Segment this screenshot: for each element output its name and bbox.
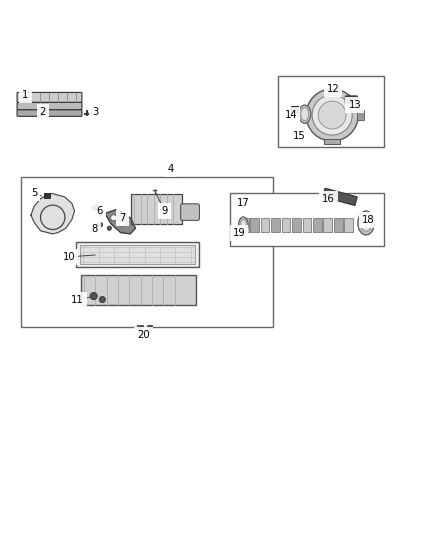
- Text: 8: 8: [92, 224, 98, 233]
- Polygon shape: [31, 193, 74, 234]
- Text: 15: 15: [293, 131, 306, 141]
- Text: 6: 6: [96, 206, 102, 216]
- FancyBboxPatch shape: [17, 92, 82, 102]
- Text: 5: 5: [31, 188, 37, 198]
- Bar: [21, 177, 273, 327]
- Bar: [230, 193, 385, 246]
- Circle shape: [119, 221, 124, 227]
- FancyBboxPatch shape: [17, 102, 82, 110]
- Bar: [357, 110, 364, 120]
- Ellipse shape: [239, 217, 248, 232]
- Text: 7: 7: [119, 213, 126, 223]
- Circle shape: [318, 101, 346, 129]
- Bar: [282, 218, 290, 232]
- Bar: [76, 242, 199, 268]
- Bar: [344, 218, 353, 232]
- Circle shape: [107, 226, 112, 230]
- Circle shape: [99, 296, 106, 303]
- Circle shape: [306, 89, 358, 141]
- Text: 13: 13: [349, 100, 361, 110]
- Bar: [240, 218, 249, 232]
- Ellipse shape: [361, 215, 371, 231]
- Bar: [44, 192, 50, 198]
- Text: 1: 1: [22, 90, 28, 100]
- Text: 12: 12: [327, 84, 339, 94]
- Bar: [81, 275, 196, 305]
- Bar: [313, 218, 322, 232]
- Text: 4: 4: [168, 164, 174, 174]
- Bar: [323, 218, 332, 232]
- Text: 3: 3: [92, 107, 98, 117]
- Bar: [278, 76, 385, 147]
- Bar: [271, 218, 280, 232]
- Bar: [261, 218, 269, 232]
- Text: 11: 11: [71, 295, 84, 305]
- FancyBboxPatch shape: [345, 96, 357, 103]
- FancyBboxPatch shape: [17, 110, 82, 116]
- FancyBboxPatch shape: [181, 204, 199, 220]
- Bar: [324, 139, 340, 144]
- Circle shape: [93, 205, 99, 211]
- Ellipse shape: [299, 105, 311, 123]
- Text: 2: 2: [39, 107, 46, 117]
- Ellipse shape: [240, 220, 247, 230]
- Text: 18: 18: [361, 215, 374, 225]
- Text: 16: 16: [322, 194, 335, 204]
- Polygon shape: [105, 210, 135, 234]
- Bar: [131, 194, 183, 224]
- Text: 9: 9: [162, 206, 168, 216]
- Ellipse shape: [358, 211, 374, 235]
- Bar: [292, 218, 301, 232]
- Circle shape: [148, 329, 152, 333]
- Polygon shape: [323, 188, 357, 205]
- Bar: [251, 218, 259, 232]
- Circle shape: [90, 293, 97, 300]
- Text: 20: 20: [137, 330, 150, 340]
- Text: 10: 10: [63, 252, 75, 262]
- Bar: [80, 245, 195, 264]
- Circle shape: [99, 223, 103, 227]
- Circle shape: [111, 215, 117, 221]
- Circle shape: [139, 329, 142, 333]
- Bar: [303, 218, 311, 232]
- Text: 17: 17: [237, 198, 250, 208]
- Bar: [334, 218, 343, 232]
- Text: 14: 14: [285, 110, 297, 120]
- Bar: [291, 107, 298, 114]
- Circle shape: [312, 95, 352, 135]
- Text: 19: 19: [233, 228, 245, 238]
- Circle shape: [99, 213, 102, 216]
- Ellipse shape: [301, 108, 309, 120]
